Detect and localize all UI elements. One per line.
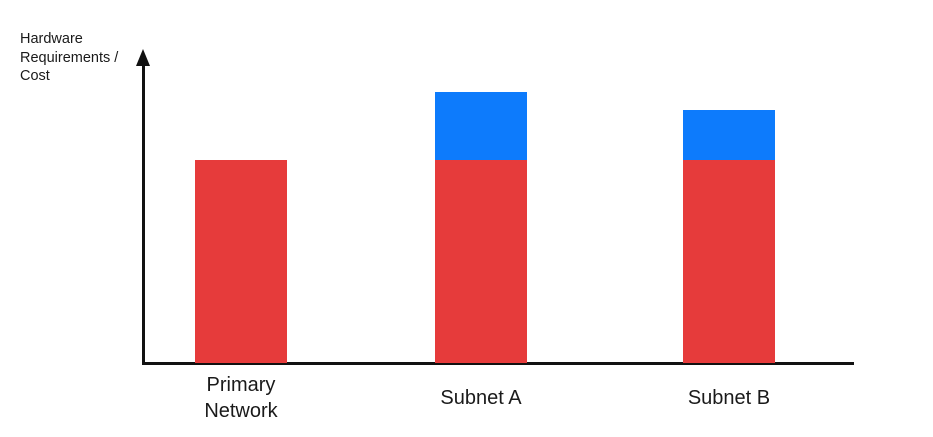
- y-axis-arrowhead-icon: [136, 49, 150, 66]
- category-label: Primary Network: [204, 374, 278, 422]
- category-label: Subnet A: [440, 387, 522, 409]
- y-axis-line: [142, 58, 145, 363]
- category-label: Subnet B: [687, 387, 771, 409]
- bar-segment-blue-2: [683, 110, 775, 160]
- bar-segment-red-0: [195, 159, 287, 363]
- bar-segment-red-1: [435, 159, 527, 363]
- bar-segment-red-2: [683, 159, 775, 363]
- bar-segment-blue-1: [435, 91, 527, 160]
- y-axis-label: Hardware Requirements / Cost: [20, 31, 119, 84]
- x-axis-line: [142, 362, 854, 365]
